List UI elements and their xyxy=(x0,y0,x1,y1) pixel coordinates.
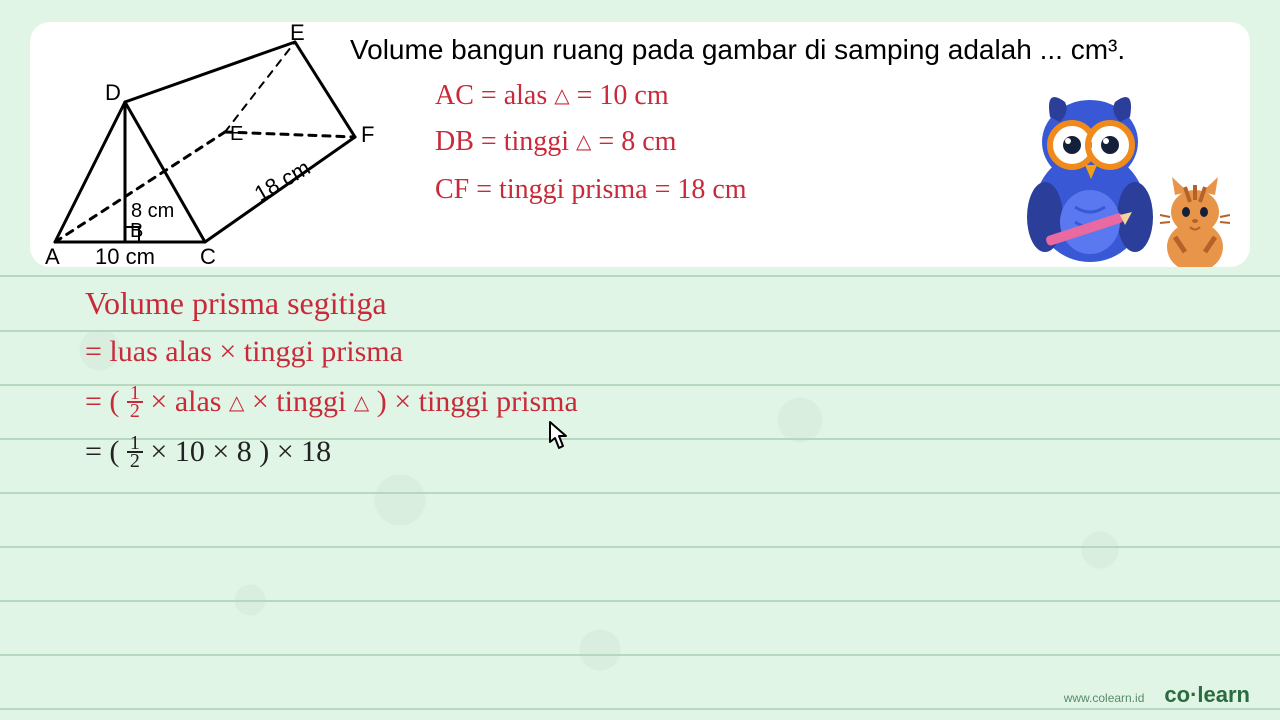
logo-co: co xyxy=(1164,682,1190,707)
vertex-c: C xyxy=(200,244,216,269)
w3-b: × alas xyxy=(143,385,229,418)
frac-den-2: 2 xyxy=(127,453,143,469)
vertex-e: E xyxy=(290,22,305,45)
question-text: Volume bangun ruang pada gambar di sampi… xyxy=(350,34,1125,66)
footer-logo: co·learn xyxy=(1164,682,1250,708)
vertex-a: A xyxy=(45,244,60,269)
triangle-icon: △ xyxy=(229,390,244,415)
given-2a: DB = tinggi xyxy=(435,126,576,157)
vertex-d: D xyxy=(105,80,121,105)
rule-line xyxy=(0,275,1280,277)
triangle-icon: △ xyxy=(354,390,369,415)
footer-url: www.colearn.id xyxy=(1064,691,1145,705)
rule-line xyxy=(0,600,1280,602)
given-line-3: CF = tinggi prisma = 18 cm xyxy=(435,174,747,206)
dim-height: 8 cm xyxy=(131,200,174,222)
w4-a: = ( xyxy=(85,435,127,468)
given-line-2: DB = tinggi △ = 8 cm xyxy=(435,126,676,158)
question-card: A B C D E E F 10 cm 8 cm 18 cm Volume ba… xyxy=(30,22,1250,267)
w3-a: = ( xyxy=(85,385,127,418)
mascots xyxy=(1010,67,1240,267)
frac-den: 2 xyxy=(127,403,143,419)
work-line-1: Volume prisma segitiga xyxy=(85,285,387,322)
logo-learn: learn xyxy=(1197,682,1250,707)
prism-diagram: A B C D E E F 10 cm 8 cm 18 cm xyxy=(35,22,375,272)
footer: www.colearn.id co·learn xyxy=(1064,682,1250,708)
w3-c: × tinggi xyxy=(244,385,353,418)
given-1a: AC = alas xyxy=(435,80,554,111)
vertex-f: F xyxy=(361,122,374,147)
triangle-icon: △ xyxy=(576,129,591,154)
work-line-4: = ( 12 × 10 × 8 ) × 18 xyxy=(85,435,331,471)
dim-base: 10 cm xyxy=(95,244,155,269)
work-line-3: = ( 12 × alas △ × tinggi △ ) × tinggi pr… xyxy=(85,385,578,421)
vertex-hidden-e: E xyxy=(230,123,243,145)
work-line-2: = luas alas × tinggi prisma xyxy=(85,335,403,369)
given-2b: = 8 cm xyxy=(591,126,676,157)
triangle-icon: △ xyxy=(554,83,569,108)
dim-length: 18 cm xyxy=(250,155,314,207)
cursor-icon xyxy=(540,420,572,456)
rule-line xyxy=(0,654,1280,656)
rule-line xyxy=(0,708,1280,710)
w3-d: ) × tinggi prisma xyxy=(369,385,578,418)
given-line-1: AC = alas △ = 10 cm xyxy=(435,80,669,112)
rule-line xyxy=(0,546,1280,548)
rule-line xyxy=(0,330,1280,332)
vertex-b: B xyxy=(130,220,143,242)
rule-line xyxy=(0,492,1280,494)
given-1b: = 10 cm xyxy=(570,80,669,111)
w4-b: × 10 × 8 ) × 18 xyxy=(143,435,331,468)
